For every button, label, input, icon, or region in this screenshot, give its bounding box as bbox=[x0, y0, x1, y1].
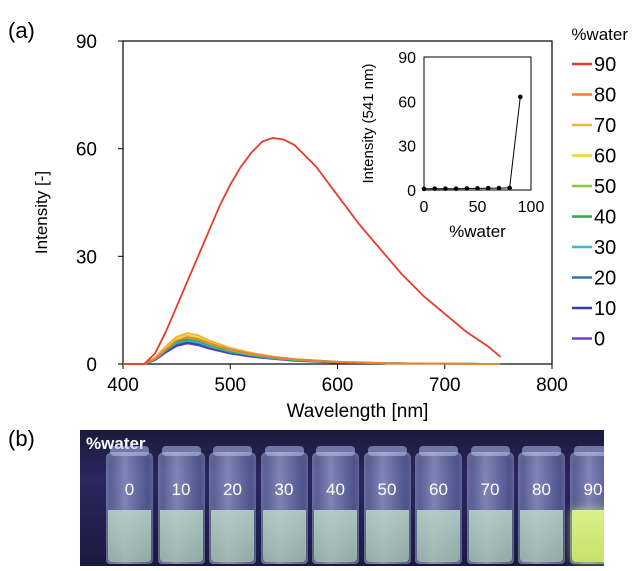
inset-point bbox=[464, 186, 470, 191]
vial-cap bbox=[470, 446, 510, 456]
vial-90: 90 bbox=[569, 446, 604, 564]
inset-point bbox=[485, 185, 491, 191]
vial-label: 60 bbox=[429, 480, 448, 499]
inset-y-axis-label: Intensity (541 nm) bbox=[360, 63, 377, 183]
inset-x-axis-label: %water bbox=[449, 222, 506, 241]
legend-label-60: 60 bbox=[594, 146, 616, 168]
vial-liquid bbox=[365, 510, 409, 562]
legend-title: %water bbox=[571, 25, 628, 44]
x-tick-label: 600 bbox=[322, 375, 354, 396]
x-axis-label: Wavelength [nm] bbox=[287, 401, 429, 422]
vial-liquid bbox=[520, 510, 563, 562]
x-tick-label: 800 bbox=[536, 375, 568, 396]
vial-cap bbox=[213, 446, 252, 456]
vial-label: 30 bbox=[274, 480, 294, 499]
vial-60: 60 bbox=[415, 446, 462, 564]
inset-point bbox=[496, 185, 502, 191]
legend-label-40: 40 bbox=[594, 207, 616, 229]
legend-label-0: 0 bbox=[594, 329, 605, 351]
y-axis-label: Intensity [-] bbox=[32, 171, 51, 254]
vial-label: 80 bbox=[532, 480, 551, 499]
x-tick-label: 500 bbox=[214, 375, 246, 396]
inset-x-tick-label: 100 bbox=[518, 199, 545, 216]
vial-liquid bbox=[211, 510, 254, 562]
inset-x-tick-label: 50 bbox=[469, 199, 487, 216]
vial-liquid bbox=[417, 510, 460, 562]
x-tick-label: 400 bbox=[107, 375, 139, 396]
legend-label-10: 10 bbox=[594, 298, 616, 320]
inset-series-line bbox=[423, 96, 521, 190]
inset-y-tick-label: 30 bbox=[398, 139, 416, 156]
vial-30: 30 bbox=[260, 446, 308, 564]
vial-cap bbox=[522, 446, 561, 456]
vial-label: 0 bbox=[124, 480, 135, 499]
vial-liquid bbox=[262, 510, 306, 562]
y-tick-label: 60 bbox=[76, 140, 97, 161]
legend-label-80: 80 bbox=[594, 85, 616, 107]
inset-chart: 0 50 100 0 30 60 90 %water Intensity (541 nm) bbox=[360, 50, 544, 241]
vial-50: 50 bbox=[363, 446, 411, 564]
vial-liquid bbox=[159, 510, 203, 562]
vial-liquid bbox=[108, 510, 151, 562]
inset-point bbox=[432, 186, 438, 191]
legend-label-20: 20 bbox=[594, 268, 616, 290]
inset-point bbox=[443, 186, 448, 191]
legend-label-30: 30 bbox=[594, 237, 616, 259]
vial-cap bbox=[316, 446, 355, 456]
inset-point bbox=[421, 186, 427, 192]
y-tick-label: 90 bbox=[76, 32, 97, 53]
vial-10: 10 bbox=[157, 446, 205, 564]
inset-frame bbox=[423, 56, 532, 191]
legend-label-70: 70 bbox=[594, 115, 616, 137]
vial-cap bbox=[419, 446, 458, 456]
vial-cap bbox=[573, 446, 604, 456]
panel-label-a: (a) bbox=[8, 18, 35, 43]
vial-label: 10 bbox=[171, 480, 191, 499]
vial-liquid bbox=[314, 510, 357, 562]
vial-label: 70 bbox=[480, 480, 500, 499]
vial-0: 0 bbox=[106, 446, 153, 564]
y-tick-label: 30 bbox=[76, 247, 97, 268]
vial-label: 90 bbox=[583, 480, 603, 499]
inset-x-tick-label: 0 bbox=[420, 199, 429, 216]
vial-label: 40 bbox=[326, 480, 345, 499]
vial-70: 70 bbox=[466, 446, 514, 564]
inset-y-tick-label: 0 bbox=[407, 183, 416, 200]
legend: %water 90 80 70 60 50 40 30 20 10 0 bbox=[571, 25, 628, 351]
vial-liquid bbox=[571, 510, 604, 562]
legend-label-50: 50 bbox=[594, 176, 616, 198]
vial-label: 20 bbox=[223, 480, 242, 499]
vial-40: 40 bbox=[312, 446, 359, 564]
series-line-90 bbox=[123, 136, 502, 365]
panel-label-b: (b) bbox=[8, 426, 35, 451]
vial-80: 80 bbox=[518, 446, 565, 564]
inset-point bbox=[453, 186, 459, 191]
inset-point bbox=[518, 94, 523, 100]
vial-20: 20 bbox=[209, 446, 256, 564]
series-line-80 bbox=[123, 336, 501, 365]
vial-label: 50 bbox=[377, 480, 397, 499]
inset-y-tick-label: 90 bbox=[398, 50, 416, 67]
vial-liquid bbox=[468, 510, 512, 562]
inset-y-tick-label: 60 bbox=[398, 94, 416, 111]
vial-cap bbox=[264, 446, 304, 456]
inset-point bbox=[507, 185, 512, 191]
vial-cap bbox=[110, 446, 149, 456]
vial-cap bbox=[161, 446, 201, 456]
vial-cap bbox=[367, 446, 407, 456]
inset-point bbox=[475, 186, 480, 191]
legend-label-90: 90 bbox=[594, 54, 616, 76]
x-tick-label: 700 bbox=[429, 375, 461, 396]
vial-photograph: %water 0 10 20 30 40 50 60 70 80 90 bbox=[80, 430, 604, 566]
y-tick-label: 0 bbox=[86, 355, 97, 376]
